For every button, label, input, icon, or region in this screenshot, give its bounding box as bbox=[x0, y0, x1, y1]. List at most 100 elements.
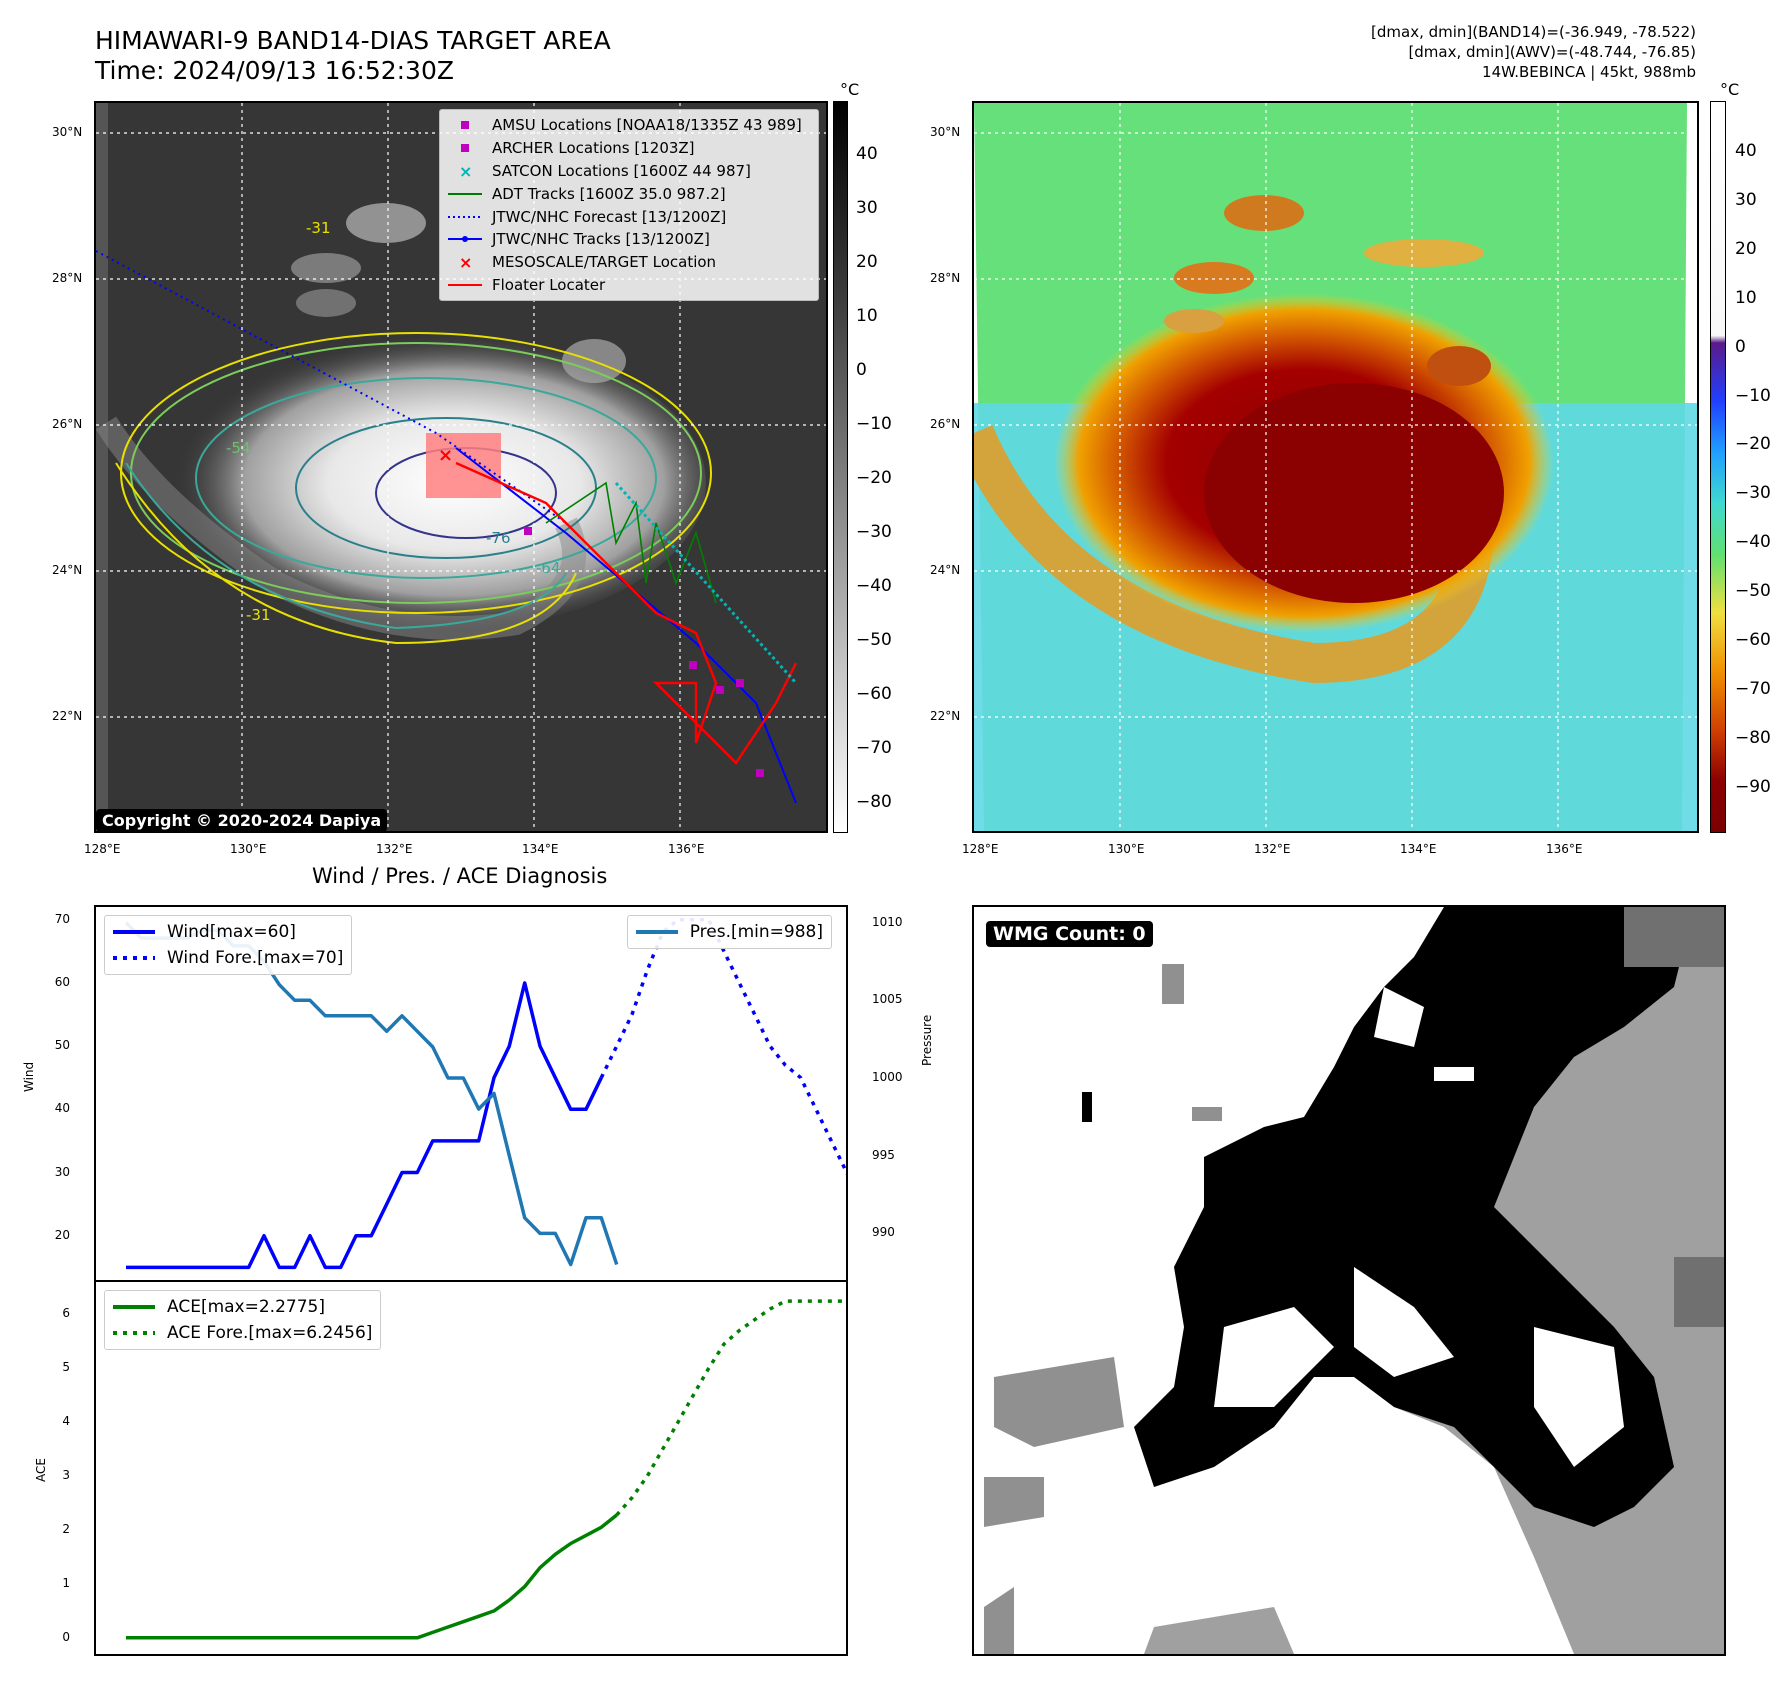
y-tick: 995 bbox=[872, 1147, 895, 1162]
colorbar-tick: −50 bbox=[1735, 581, 1771, 602]
wind-pressure-chart: Wind[max=60] Wind Fore.[max=70] Pres.[mi… bbox=[94, 905, 848, 1282]
y-tick: 60 bbox=[54, 974, 70, 989]
lon-label: 136°E bbox=[668, 842, 705, 856]
map-legend: AMSU Locations [NOAA18/1335Z 43 989] ARCH… bbox=[439, 109, 819, 301]
contour-label: -54 bbox=[226, 439, 251, 457]
lat-label: 26°N bbox=[52, 417, 83, 431]
amsu-marker bbox=[689, 661, 697, 669]
info-storm: 14W.BEBINCA | 45kt, 988mb bbox=[1482, 63, 1696, 81]
colorbar-tick: 10 bbox=[856, 306, 878, 326]
colorbar-tick: 0 bbox=[1735, 336, 1746, 357]
lat-label: 22°N bbox=[52, 709, 83, 723]
legend-label: ADT Tracks [1600Z 35.0 987.2] bbox=[492, 184, 726, 203]
legend-item: JTWC/NHC Tracks [13/1200Z] bbox=[448, 228, 810, 251]
legend-label: JTWC/NHC Tracks [13/1200Z] bbox=[492, 230, 710, 249]
floater-track bbox=[455, 461, 798, 765]
legend-label: SATCON Locations [1600Z 44 987] bbox=[492, 161, 751, 180]
legend-ace-label: ACE[max=2.2775] bbox=[167, 1297, 325, 1317]
adt-track bbox=[545, 481, 717, 604]
amsu-marker bbox=[736, 679, 744, 687]
colorbar-tick: −30 bbox=[1735, 483, 1771, 504]
pressure-axis-label: Pressure bbox=[920, 1014, 934, 1066]
ir-colorbar-unit: °C bbox=[840, 80, 860, 99]
amsu-marker bbox=[756, 769, 764, 777]
legend-pressure-label: Pres.[min=988] bbox=[689, 922, 823, 942]
awv-colorbar bbox=[1710, 101, 1726, 833]
legend-symbol bbox=[448, 236, 482, 243]
legend-item: × SATCON Locations [1600Z 44 987] bbox=[448, 160, 810, 183]
legend-label: AMSU Locations [NOAA18/1335Z 43 989] bbox=[492, 116, 802, 135]
wmg-count-badge: WMG Count: 0 bbox=[986, 921, 1153, 947]
colorbar-tick: −30 bbox=[856, 522, 892, 542]
target-marker: × bbox=[438, 445, 453, 466]
y-tick: 5 bbox=[62, 1360, 70, 1375]
y-tick: 990 bbox=[872, 1225, 895, 1240]
colorbar-tick: −10 bbox=[856, 414, 892, 434]
colorbar-tick: −60 bbox=[856, 684, 892, 704]
y-tick: 1 bbox=[62, 1575, 70, 1590]
info-band14-range: [dmax, dmin](BAND14)=(-36.949, -78.522) bbox=[1371, 23, 1696, 41]
legend-item: × MESOSCALE/TARGET Location bbox=[448, 251, 810, 274]
legend-symbol bbox=[461, 144, 469, 153]
colorbar-tick: −50 bbox=[856, 630, 892, 650]
legend-ace-forecast-label: ACE Fore.[max=6.2456] bbox=[167, 1323, 373, 1343]
colorbar-tick: −80 bbox=[1735, 727, 1771, 748]
y-tick: 40 bbox=[54, 1101, 70, 1116]
legend-symbol bbox=[461, 121, 469, 130]
colorbar-tick: 10 bbox=[1735, 287, 1757, 308]
legend-symbol bbox=[448, 215, 482, 218]
wind-axis-label: Wind bbox=[22, 1061, 36, 1092]
ace-chart: ACE[max=2.2775] ACE Fore.[max=6.2456] bbox=[94, 1280, 848, 1656]
colorbar-tick: 0 bbox=[856, 360, 867, 380]
diagnosis-title: Wind / Pres. / ACE Diagnosis bbox=[312, 864, 608, 888]
satcon-track bbox=[614, 481, 798, 685]
wind-legend: Wind[max=60] Wind Fore.[max=70] bbox=[104, 915, 353, 975]
y-tick: 4 bbox=[62, 1414, 70, 1429]
map-gridlines bbox=[974, 103, 1697, 831]
colorbar-tick: −20 bbox=[856, 468, 892, 488]
legend-wind-forecast-label: Wind Fore.[max=70] bbox=[167, 948, 344, 968]
lat-label: 22°N bbox=[930, 709, 961, 723]
lon-label: 134°E bbox=[1400, 842, 1437, 856]
legend-item: AMSU Locations [NOAA18/1335Z 43 989] bbox=[448, 114, 810, 137]
colorbar-tick: 20 bbox=[1735, 238, 1757, 259]
awv-colorbar-unit: °C bbox=[1720, 80, 1740, 99]
colorbar-tick: 40 bbox=[1735, 141, 1757, 161]
awv-map-image bbox=[974, 103, 1697, 831]
legend-label: JTWC/NHC Forecast [13/1200Z] bbox=[492, 207, 727, 226]
colorbar-tick: −10 bbox=[1735, 385, 1771, 406]
series-line-0-1 bbox=[599, 917, 846, 1176]
y-tick: 50 bbox=[54, 1038, 70, 1053]
pressure-legend: Pres.[min=988] bbox=[626, 915, 832, 949]
lon-label: 128°E bbox=[84, 842, 121, 856]
legend-label: Floater Locater bbox=[492, 275, 606, 294]
copyright-badge: Copyright © 2020-2024 Dapiya bbox=[96, 809, 388, 831]
legend-item: Wind[max=60] bbox=[113, 919, 343, 945]
legend-label: ARCHER Locations [1203Z] bbox=[492, 139, 695, 158]
ir-map-panel: -54 -76 -64 -31 -31 × Copyright © 2020-2… bbox=[94, 101, 828, 833]
legend-symbol bbox=[448, 283, 482, 286]
colorbar-tick: −40 bbox=[856, 576, 892, 596]
legend-symbol bbox=[448, 192, 482, 195]
lat-label: 24°N bbox=[930, 563, 961, 577]
jtwc-track bbox=[455, 447, 797, 804]
ir-colorbar bbox=[833, 101, 848, 833]
y-tick: 1010 bbox=[872, 914, 903, 929]
contour-label: -76 bbox=[486, 529, 511, 547]
y-tick: 20 bbox=[54, 1227, 70, 1242]
legend-symbol: × bbox=[459, 163, 472, 179]
archer-marker bbox=[524, 527, 532, 535]
colorbar-tick: −80 bbox=[856, 792, 892, 812]
colorbar-tick: 30 bbox=[1735, 189, 1757, 210]
wmg-image bbox=[974, 907, 1724, 1654]
lon-label: 130°E bbox=[230, 842, 267, 856]
colorbar-tick: 30 bbox=[856, 198, 878, 218]
chart-time: Time: 2024/09/13 16:52:30Z bbox=[95, 56, 454, 85]
colorbar-tick: 40 bbox=[856, 144, 878, 164]
chart-title: HIMAWARI-9 BAND14-DIAS TARGET AREA bbox=[95, 26, 611, 55]
ace-legend: ACE[max=2.2775] ACE Fore.[max=6.2456] bbox=[104, 1290, 382, 1350]
y-tick: 30 bbox=[54, 1164, 70, 1179]
y-tick: 70 bbox=[54, 911, 70, 926]
legend-wind-label: Wind[max=60] bbox=[167, 922, 296, 942]
series-line-1-1 bbox=[615, 1299, 846, 1517]
